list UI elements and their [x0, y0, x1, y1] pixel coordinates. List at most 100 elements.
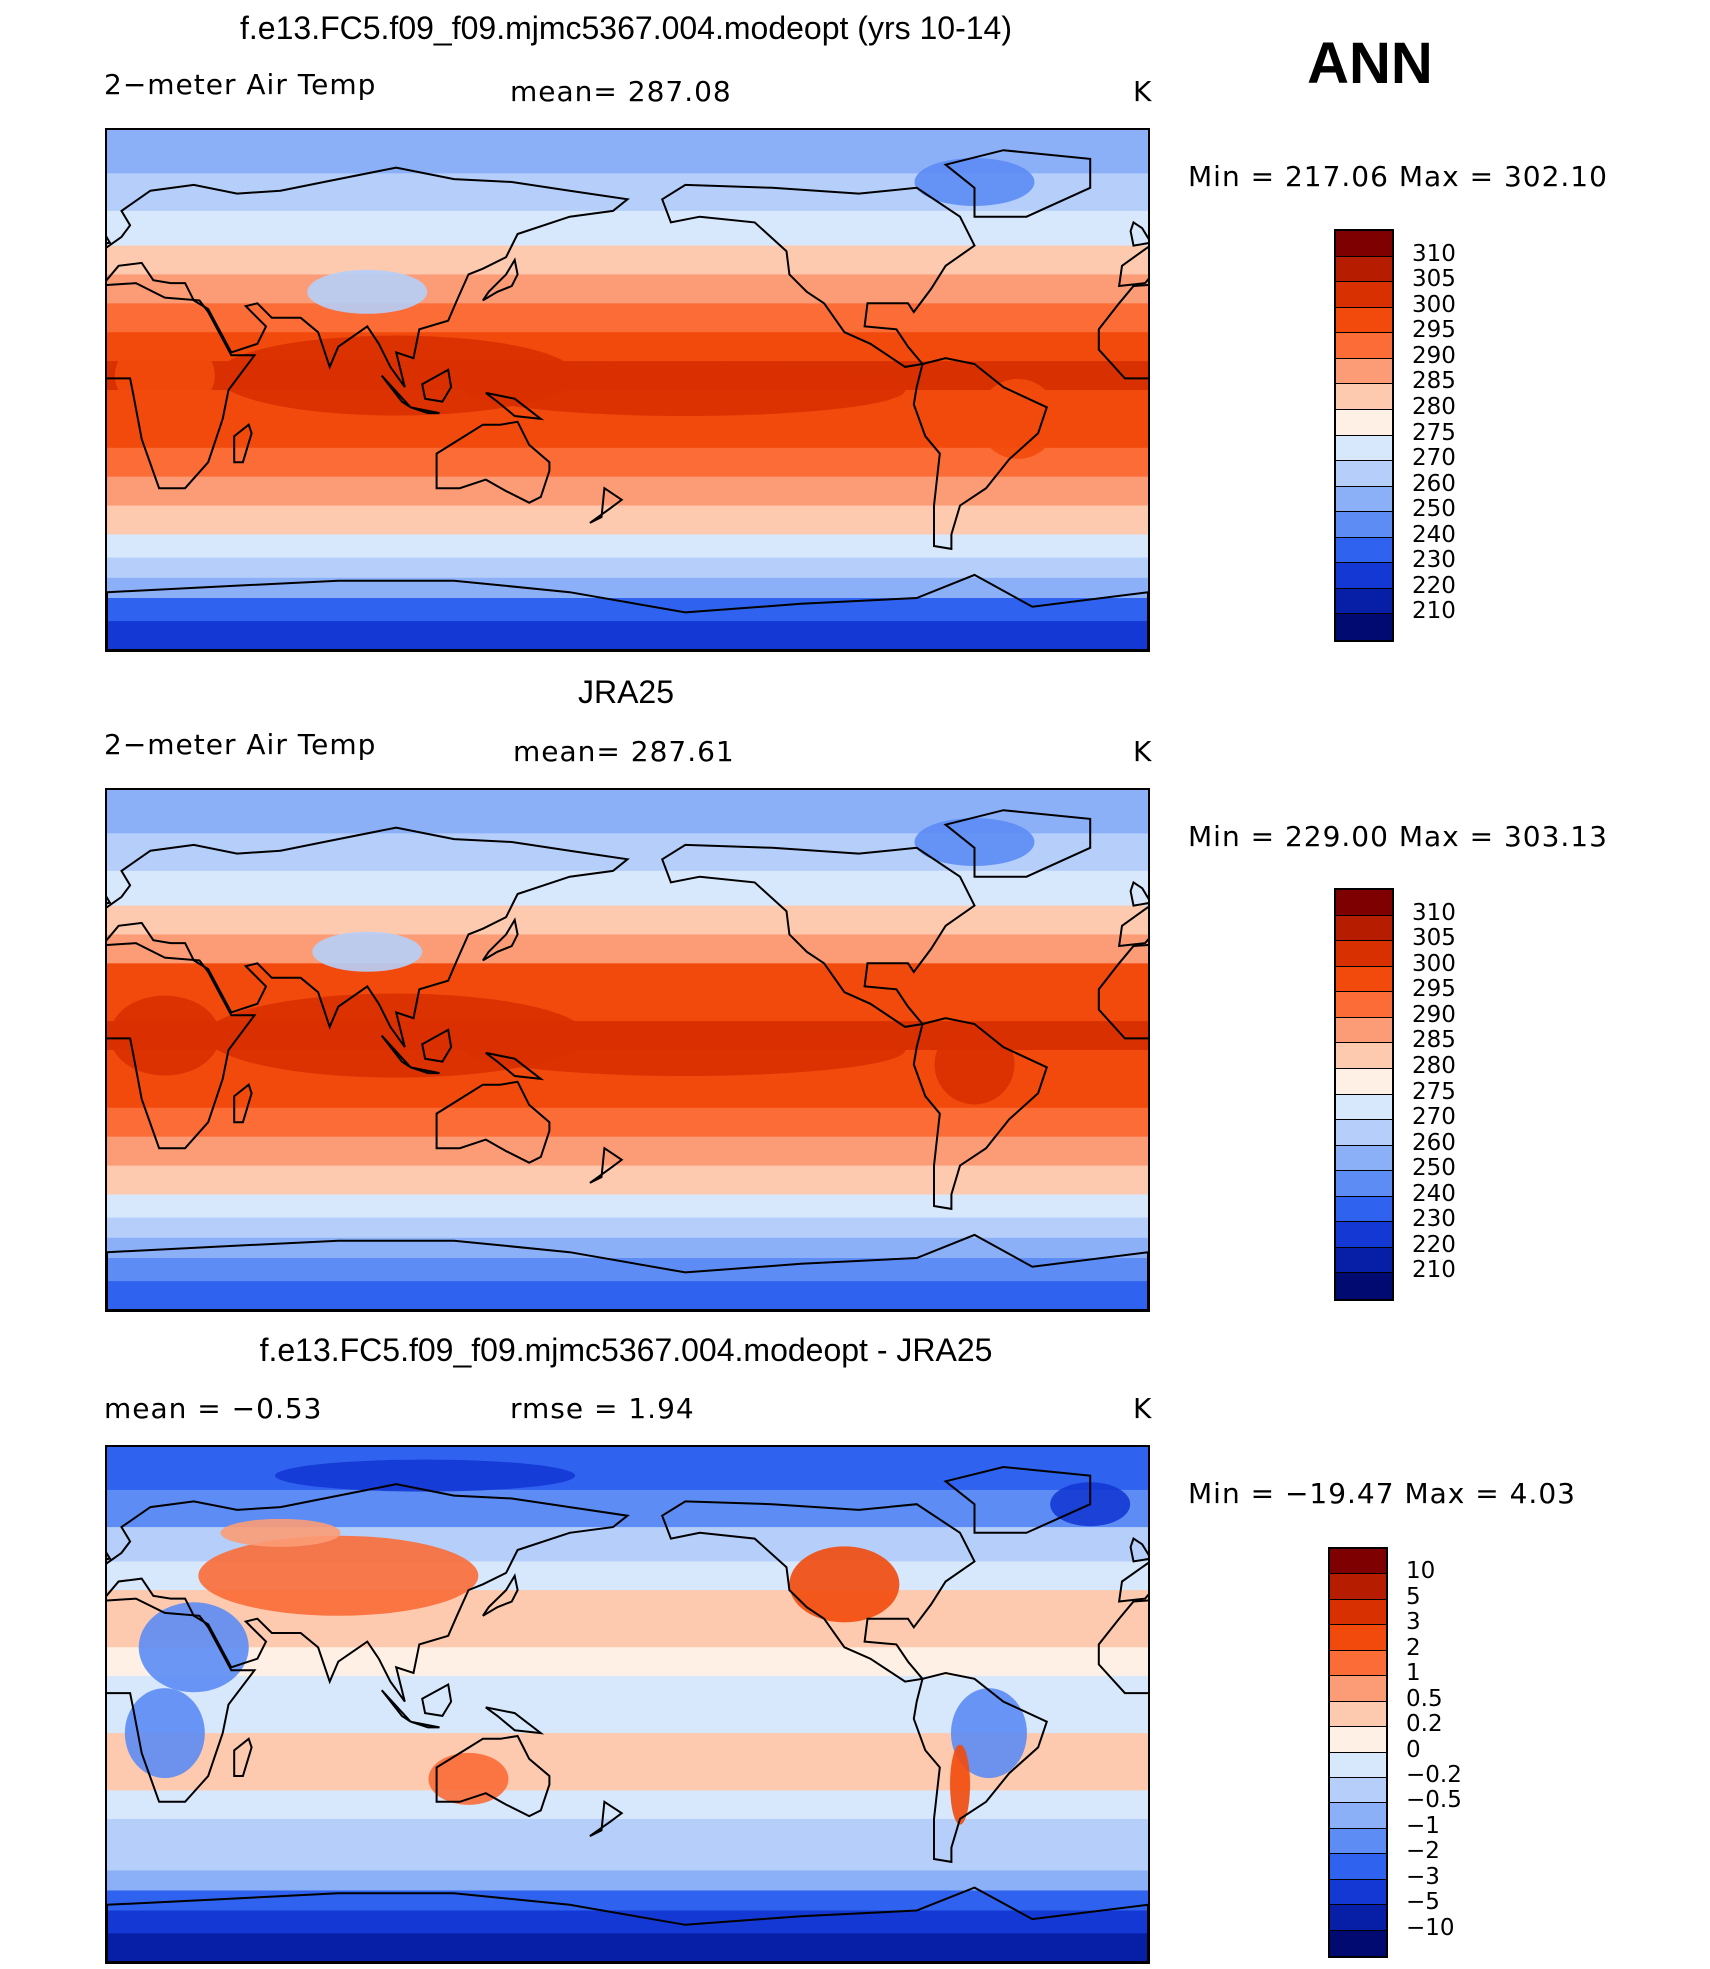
panel-3-contour-region — [950, 1744, 971, 1825]
panel-3-coastline — [421, 1682, 453, 1717]
panel-2-coastline — [107, 895, 112, 905]
panel-2-colorbar-label: 285 — [1412, 1027, 1456, 1054]
panel-1-coastline — [435, 420, 551, 504]
panel-1-colorbar-swatch — [1336, 563, 1392, 589]
panel-3-coastline — [1129, 1537, 1148, 1563]
panel-2-contour-region — [934, 1024, 1015, 1105]
panel-2-title: JRA25 — [577, 674, 675, 710]
panel-1-colorbar-label: 305 — [1412, 266, 1456, 293]
panel-3-contour-band — [107, 1910, 1148, 1934]
panel-3-minmax: Min = −19.47 Max = 4.03 — [1188, 1477, 1576, 1510]
panel-3-contour-region — [220, 1518, 341, 1547]
panel-1-colorbar-label: 250 — [1412, 496, 1456, 523]
panel-2-contour-band — [107, 934, 1148, 964]
panel-3-contour-band — [107, 1870, 1148, 1891]
panel-3-units: K — [1133, 1392, 1153, 1425]
panel-3-colorbar-swatch — [1330, 1599, 1386, 1626]
panel-1-coastline — [482, 257, 519, 302]
panel-2-contour-region — [465, 1024, 906, 1076]
panel-2-colorbar-swatch — [1336, 1171, 1392, 1197]
panel-2-contour-region — [914, 818, 1035, 866]
panel-1-colorbar-label: 300 — [1412, 291, 1456, 318]
panel-2-colorbar: 310 305 300 295 290 285 280 275 270 260 250 240 230 2… — [1334, 888, 1456, 1301]
panel-3-colorbar-swatch — [1330, 1625, 1386, 1651]
panel-2-contour-band — [107, 1281, 1148, 1310]
panel-2-coastline — [485, 1051, 545, 1081]
panel-2-colorbar-label: 290 — [1412, 1001, 1456, 1028]
panel-2-colorbar-label: 270 — [1412, 1104, 1456, 1131]
panel-3-map — [105, 1445, 1150, 1964]
panel-3-contour-band — [107, 1647, 1148, 1677]
panel-3-colorbar-label: 0.2 — [1406, 1711, 1443, 1738]
panel-3-contour-band — [107, 1847, 1148, 1871]
panel-3-colorbar-bar — [1328, 1547, 1388, 1958]
panel-3-colorbar-swatch — [1330, 1549, 1386, 1575]
panel-1-contour-band — [107, 577, 1148, 599]
panel-1-colorbar-swatch — [1336, 512, 1392, 538]
panel-2-colorbar-swatch — [1336, 1247, 1392, 1274]
panel-3-colorbar-label: 2 — [1406, 1634, 1421, 1661]
panel-2-colorbar-swatch — [1336, 915, 1392, 942]
panel-2-map — [105, 788, 1150, 1312]
panel-3-coastline — [943, 1465, 1092, 1534]
panel-3-contour-band — [107, 1818, 1148, 1849]
panel-2-colorbar-label: 300 — [1412, 950, 1456, 977]
panel-1-colorbar-label: 280 — [1412, 393, 1456, 420]
panel-1-map — [105, 128, 1150, 652]
panel-3-contour-region — [124, 1688, 205, 1779]
panel-1-colorbar-swatch — [1336, 486, 1392, 513]
panel-1-coastline — [912, 357, 1049, 551]
panel-1-colorbar-label: 230 — [1412, 547, 1456, 574]
panel-3-colorbar-label: −5 — [1406, 1889, 1440, 1916]
panel-1-contour-plot — [107, 130, 1148, 650]
panel-3-colorbar-swatch — [1330, 1777, 1386, 1804]
panel-1-coastline — [410, 406, 440, 415]
panel-2-contour-plot — [107, 790, 1148, 1310]
panel-2-contour-band — [107, 905, 1148, 935]
panel-3-colorbar-swatch — [1330, 1854, 1386, 1880]
panel-1-colorbar-label: 275 — [1412, 419, 1456, 446]
panel-1-coastline — [421, 368, 453, 403]
panel-1-coastline — [943, 149, 1092, 218]
panel-3-contour-region — [428, 1752, 509, 1805]
panel-2-coastline — [107, 1233, 1148, 1310]
panel-3-colorbar: 10 5 3 2 1 0.5 0.2 0 −0.2 −0.5 −1 −2 −3 −5 −10 — [1328, 1547, 1462, 1958]
panel-1-colorbar-bar — [1334, 229, 1394, 642]
panel-2-colorbar-swatch — [1336, 1120, 1392, 1146]
panel-3-colorbar-label: −0.2 — [1406, 1761, 1462, 1788]
panel-3-colorbar-swatch — [1330, 1752, 1386, 1778]
panel-1-colorbar-swatch — [1336, 384, 1392, 410]
panel-3-colorbar-swatch — [1330, 1879, 1386, 1906]
panel-2-colorbar-swatch — [1336, 941, 1392, 967]
panel-2-coastline — [410, 1066, 440, 1075]
panel-2-coastline — [589, 1146, 624, 1184]
panel-3-contour-region — [789, 1546, 900, 1623]
panel-1-colorbar-label: 295 — [1412, 317, 1456, 344]
panel-1-variable-label: 2−meter Air Temp — [104, 68, 377, 101]
panel-3-colorbar-swatch — [1330, 1828, 1386, 1855]
panel-1-colorbar-swatch — [1336, 614, 1392, 640]
panel-1-minmax: Min = 217.06 Max = 302.10 — [1188, 160, 1608, 193]
panel-3-colorbar-label: 0 — [1406, 1736, 1421, 1763]
panel-3-coastline — [485, 1706, 545, 1735]
panel-3-contour-band — [107, 1447, 1148, 1491]
panel-2-colorbar-swatch — [1336, 966, 1392, 993]
panel-2-colorbar-label: 210 — [1412, 1257, 1456, 1284]
panel-1-colorbar-label: 285 — [1412, 368, 1456, 395]
panel-2-colorbar-swatch — [1336, 890, 1392, 916]
panel-1-mean-label: mean= 287.08 — [510, 75, 732, 108]
panel-3-colorbar-label: −2 — [1406, 1838, 1440, 1865]
panel-1-title: f.e13.FC5.f09_f09.mjmc5367.004.modeopt (… — [240, 10, 1012, 46]
panel-1-coastline — [380, 374, 412, 409]
panel-3-coastline — [482, 1573, 519, 1617]
panel-1-coastline — [485, 391, 545, 421]
panel-1-coastline — [107, 235, 112, 245]
panel-2-colorbar-swatch — [1336, 1094, 1392, 1121]
panel-3-contour-band — [107, 1790, 1148, 1820]
panel-1-coastline — [233, 423, 253, 464]
panel-1-colorbar-swatch — [1336, 461, 1392, 487]
panel-3-coastline — [107, 1551, 112, 1561]
panel-2-colorbar-swatch — [1336, 1145, 1392, 1172]
panel-1-contour-band — [107, 557, 1148, 579]
panel-2-colorbar-label: 295 — [1412, 976, 1456, 1003]
